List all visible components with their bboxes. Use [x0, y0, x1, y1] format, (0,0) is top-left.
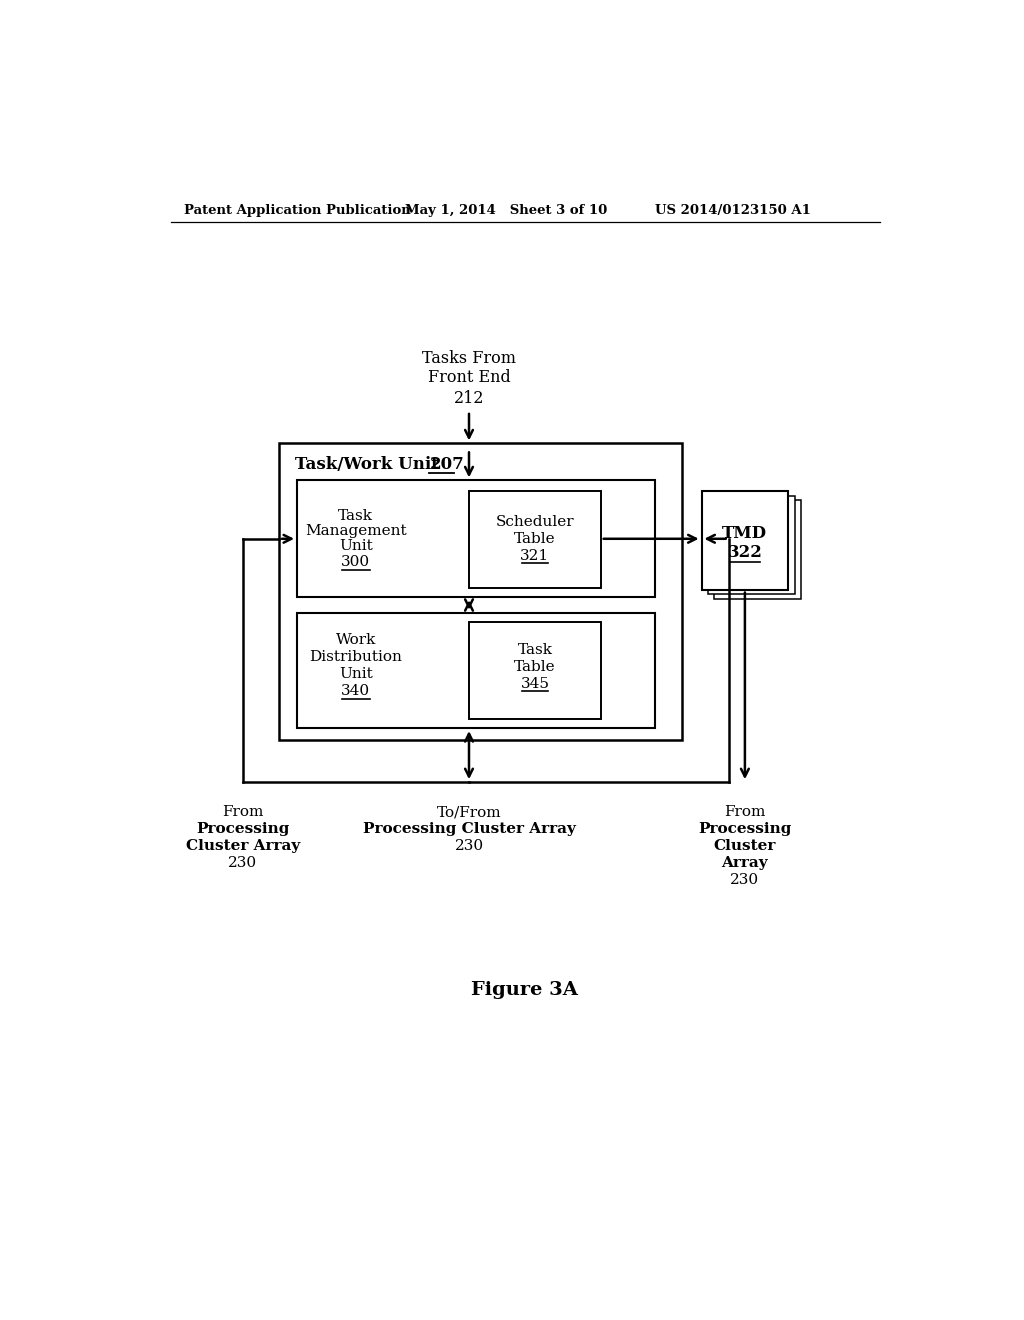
Text: US 2014/0123150 A1: US 2014/0123150 A1: [655, 205, 811, 218]
Text: Processing: Processing: [698, 822, 792, 836]
Bar: [297, 612, 655, 729]
Text: TMD: TMD: [722, 525, 767, 543]
Text: Distribution: Distribution: [309, 651, 402, 664]
Bar: [714, 500, 801, 599]
Text: Unit: Unit: [339, 668, 373, 681]
Text: Processing Cluster Array: Processing Cluster Array: [362, 822, 575, 836]
Text: Patent Application Publication: Patent Application Publication: [183, 205, 411, 218]
Text: 212: 212: [454, 391, 484, 407]
Text: Scheduler: Scheduler: [496, 515, 574, 529]
Text: To/From: To/From: [436, 805, 502, 820]
Text: Cluster Array: Cluster Array: [185, 840, 300, 853]
Text: Cluster: Cluster: [714, 840, 776, 853]
Text: 230: 230: [730, 873, 760, 887]
Text: Tasks From: Tasks From: [422, 350, 516, 367]
Text: 230: 230: [455, 840, 483, 853]
Text: 322: 322: [727, 544, 762, 561]
Text: From: From: [222, 805, 263, 820]
Bar: [297, 480, 655, 598]
Text: Unit: Unit: [339, 540, 373, 553]
Text: 207: 207: [429, 457, 464, 474]
Text: 230: 230: [228, 857, 257, 870]
Text: Table: Table: [514, 660, 556, 673]
Text: Task: Task: [517, 643, 552, 656]
Bar: [708, 496, 795, 594]
Text: 345: 345: [520, 677, 549, 690]
Text: Table: Table: [514, 532, 556, 545]
Text: Task/Work Unit: Task/Work Unit: [295, 457, 444, 474]
Text: Figure 3A: Figure 3A: [471, 981, 579, 999]
Text: 321: 321: [520, 549, 550, 562]
Text: Work: Work: [336, 634, 376, 647]
Text: 340: 340: [341, 684, 371, 698]
Bar: [280, 444, 682, 739]
Text: From: From: [724, 805, 766, 820]
Bar: [469, 491, 601, 589]
Bar: [469, 622, 601, 719]
Text: 300: 300: [341, 554, 371, 569]
Text: Processing: Processing: [196, 822, 290, 836]
Text: Array: Array: [722, 857, 768, 870]
Text: Management: Management: [305, 524, 407, 539]
Text: Front End: Front End: [428, 370, 510, 387]
Bar: [701, 491, 788, 590]
Text: Task: Task: [338, 508, 374, 523]
Text: May 1, 2014   Sheet 3 of 10: May 1, 2014 Sheet 3 of 10: [406, 205, 607, 218]
